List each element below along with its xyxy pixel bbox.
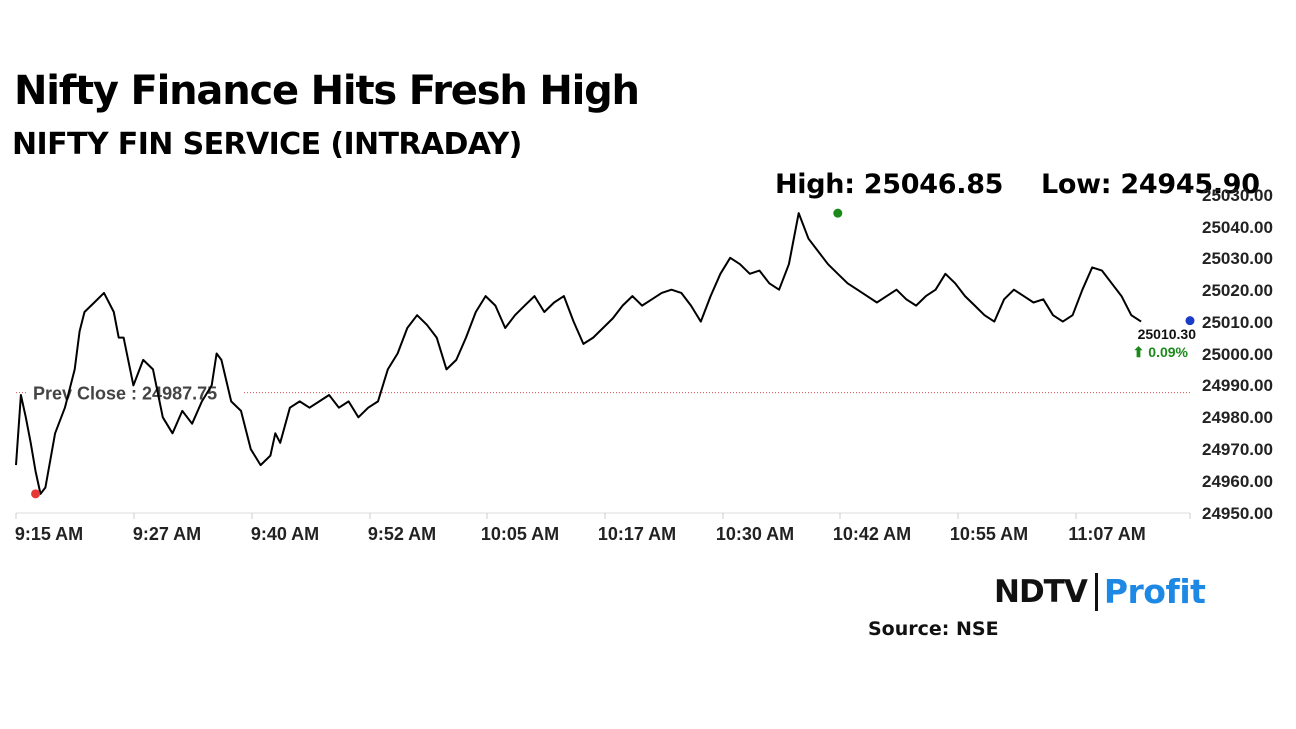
y-tick-label: 25010.00 — [1202, 313, 1273, 332]
x-tick-label: 10:05 AM — [481, 524, 559, 544]
low-point-marker — [31, 489, 41, 499]
high-point-marker — [833, 208, 843, 218]
y-tick-label: 25020.00 — [1202, 281, 1273, 300]
y-tick-label: 25000.00 — [1202, 345, 1273, 364]
last-price-label: 25010.30 — [1138, 326, 1197, 342]
y-tick-label: 25030.00 — [1202, 249, 1273, 268]
low-label: Low: 24945.90 — [1041, 169, 1260, 200]
price-series-line — [15, 212, 1142, 495]
logo-ndtv-text: NDTV — [994, 573, 1088, 610]
chart-title: Nifty Finance Hits Fresh High — [14, 68, 640, 114]
logo-profit-text: Profit — [1103, 572, 1206, 611]
high-label: High: 25046.85 — [775, 169, 1004, 200]
x-tick-label: 9:15 AM — [15, 524, 83, 544]
y-tick-label: 25030.00 — [1202, 186, 1273, 205]
x-tick-label: 9:40 AM — [251, 524, 319, 544]
y-tick-label: 25040.00 — [1202, 218, 1273, 237]
y-axis: 25030.00 25040.00 25030.00 25020.00 25010.00… — [1202, 186, 1273, 523]
x-axis: 9:15 AM 9:27 AM 9:40 AM 9:52 AM 10:05 AM 10:1… — [15, 512, 1191, 544]
x-tick-label: 10:42 AM — [833, 524, 911, 544]
last-point-marker — [1185, 316, 1195, 326]
last-change-label: ⬆ 0.09% — [1133, 344, 1189, 360]
y-tick-label: 24950.00 — [1202, 504, 1273, 523]
x-tick-label: 11:07 AM — [1068, 524, 1145, 544]
source-label: Source: NSE — [868, 618, 999, 640]
y-tick-label: 24990.00 — [1202, 376, 1273, 395]
x-tick-label: 10:55 AM — [950, 524, 1028, 544]
ndtv-profit-logo: NDTV Profit — [994, 572, 1206, 611]
x-tick-label: 10:17 AM — [598, 524, 676, 544]
y-tick-label: 24960.00 — [1202, 472, 1273, 491]
x-tick-label: 9:27 AM — [133, 524, 201, 544]
logo-divider — [1094, 572, 1098, 611]
y-tick-label: 24970.00 — [1202, 440, 1273, 459]
chart-subtitle: NIFTY FIN SERVICE (INTRADAY) — [12, 127, 522, 162]
y-tick-label: 24980.00 — [1202, 408, 1273, 427]
x-tick-label: 9:52 AM — [368, 524, 436, 544]
prev-close-label: Prev Close : 24987.75 — [33, 384, 217, 404]
x-tick-label: 10:30 AM — [716, 524, 794, 544]
